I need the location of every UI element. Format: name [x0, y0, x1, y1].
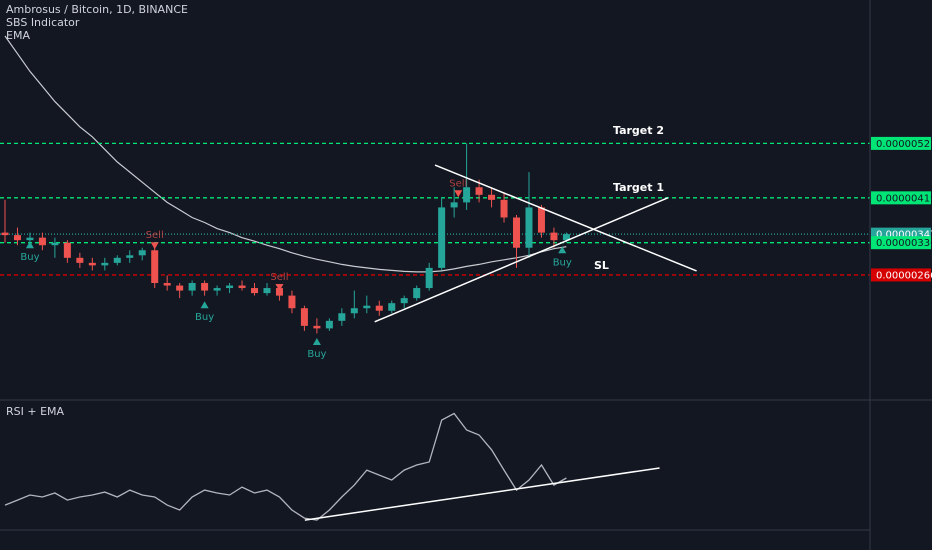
- sell-marker: [150, 242, 159, 250]
- candle-body: [151, 250, 159, 284]
- candle-body: [176, 285, 184, 291]
- sell-marker: [275, 284, 284, 292]
- level-label-box: [871, 136, 931, 150]
- rsi-line: [4, 412, 567, 521]
- level-label-box: [871, 191, 931, 205]
- level-label: 0.00000419: [876, 193, 932, 204]
- candle-body: [26, 237, 34, 241]
- signal-label: Buy: [20, 252, 39, 263]
- signal-label: Buy: [553, 257, 572, 268]
- candle-body: [513, 217, 521, 248]
- candle-body: [475, 187, 483, 195]
- candle-body: [537, 207, 545, 233]
- sell-marker: [454, 190, 463, 198]
- candle-body: [313, 325, 321, 329]
- level-label-box: [871, 236, 931, 250]
- candle-body: [101, 262, 109, 266]
- candle-body: [213, 288, 221, 291]
- candle-body: [300, 308, 308, 326]
- axis-layer: 0.00000527 0.00000419 0.000003470.00000330…: [871, 136, 932, 282]
- level-label: 0.00000347: [876, 230, 932, 241]
- candle-body: [138, 250, 146, 256]
- annotation: Target 1: [613, 181, 664, 194]
- candle-body: [251, 288, 259, 294]
- candle-body: [263, 288, 271, 294]
- candle-body: [550, 232, 558, 241]
- candle-body: [562, 234, 570, 241]
- trend-line: [304, 467, 660, 521]
- level-label: 0.00000266: [876, 270, 932, 281]
- candle-body: [375, 305, 383, 311]
- candle-body: [363, 305, 371, 309]
- candle-body: [450, 202, 458, 208]
- candle-body: [201, 283, 209, 291]
- candle-body: [188, 283, 196, 291]
- candle-body: [350, 308, 358, 314]
- signal-label: Buy: [195, 312, 214, 323]
- level-label-box: [871, 268, 931, 282]
- signal-label: Sell: [449, 178, 467, 189]
- candle-body: [76, 257, 84, 263]
- candle-body: [400, 298, 408, 304]
- candle-body: [388, 303, 396, 311]
- buy-marker: [200, 301, 209, 309]
- candle-body: [338, 313, 346, 321]
- plot-layer: Buy Sell Buy Sell Buy Sell Buy Target 2 Target 1…: [0, 35, 870, 521]
- buy-marker: [312, 337, 321, 345]
- level-label: 0.00000527: [876, 139, 932, 150]
- trend-line: [434, 164, 697, 272]
- candle-body: [226, 285, 234, 289]
- candle-body: [63, 242, 71, 258]
- candle-body: [126, 255, 134, 258]
- candle-body: [275, 288, 283, 296]
- candle-body: [163, 283, 171, 286]
- level-label: 0.00000330: [876, 238, 932, 249]
- candle-body: [325, 320, 333, 329]
- signal-label: Sell: [270, 272, 288, 283]
- candle-body: [463, 187, 471, 203]
- candle-body: [51, 242, 59, 246]
- candle-body: [113, 257, 121, 263]
- candle-body: [425, 267, 433, 289]
- annotation: Target 2: [613, 124, 664, 137]
- candle-body: [238, 285, 246, 289]
- signal-label: Sell: [146, 230, 164, 241]
- candle-body: [288, 295, 296, 309]
- symbol-title: Ambrosus / Bitcoin, 1D, BINANCE: [6, 3, 188, 16]
- buy-marker: [25, 241, 34, 249]
- candle-body: [500, 199, 508, 218]
- candle-body: [88, 262, 96, 266]
- candle-body: [488, 194, 496, 200]
- rsi-title: RSI + EMA: [6, 405, 65, 418]
- annotation: SL: [594, 259, 609, 272]
- buy-marker: [558, 246, 567, 254]
- candle-body: [38, 237, 46, 246]
- candle-body: [438, 207, 446, 268]
- candle-body: [413, 288, 421, 299]
- candle-body: [13, 235, 21, 241]
- candle-body: [1, 232, 9, 236]
- candle-body: [525, 207, 533, 248]
- trend-line: [374, 197, 669, 323]
- ema-legend: EMA: [6, 29, 30, 42]
- indicator-name: SBS Indicator: [6, 16, 80, 29]
- signal-label: Buy: [307, 349, 326, 360]
